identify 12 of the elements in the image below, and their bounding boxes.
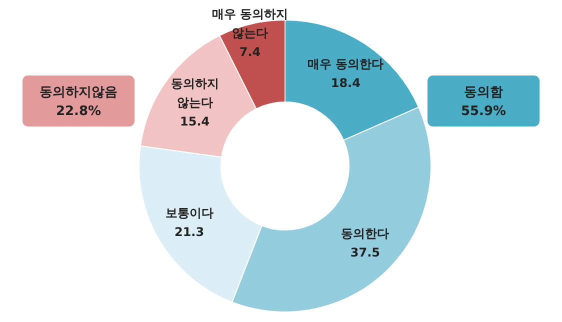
slice-label: 매우 동의하지 않는다 (212, 7, 288, 40)
data-label: 18.4 (330, 76, 360, 90)
data-label: 7.4 (239, 45, 261, 59)
text: 동의함 55.9% (460, 85, 506, 119)
slice-label: 동의한다 (341, 226, 390, 241)
slice-label: 매우 동의한다 (308, 57, 384, 72)
data-label: 37.5 (350, 246, 380, 260)
slice-label: 보통이다 (165, 206, 214, 220)
slice-label: 동의하지 않는다 (170, 76, 219, 110)
text: 동의하지않음 22.8% (40, 85, 118, 119)
data-label: 21.3 (174, 225, 204, 240)
data-label: 15.4 (180, 114, 210, 128)
